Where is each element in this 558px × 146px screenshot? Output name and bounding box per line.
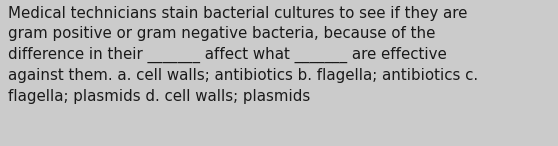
Text: Medical technicians stain bacterial cultures to see if they are
gram positive or: Medical technicians stain bacterial cult…: [8, 6, 479, 104]
